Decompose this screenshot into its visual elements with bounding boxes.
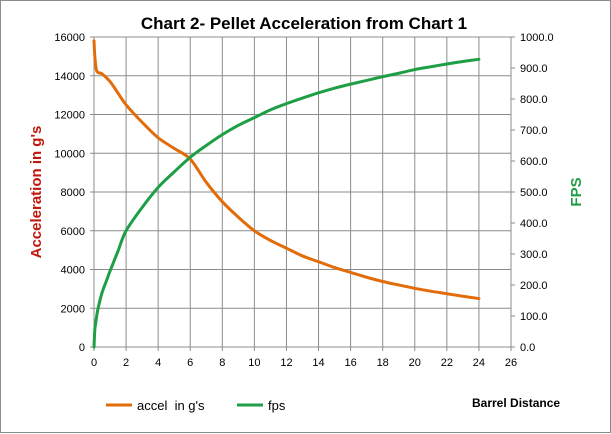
y-tick-label: 4000 (61, 265, 85, 277)
x-tick-label: 0 (91, 357, 97, 369)
y2-axis-title: FPS (568, 177, 585, 206)
x-tick-label: 14 (312, 357, 324, 369)
y2-axis-ticks: 0.0 100.0 200.0 300.0 400.0 500.0 600.0 700.0 80… (511, 32, 554, 354)
y2-tick-label: 600.0 (520, 156, 548, 168)
x-tick-label: 8 (219, 357, 225, 369)
series-line-fps (92, 57, 481, 349)
y-tick-label: 0 (79, 342, 85, 354)
x-tick-label: 4 (155, 357, 161, 369)
series-lines (92, 39, 481, 349)
x-tick-label: 6 (187, 357, 193, 369)
y2-tick-label: 300.0 (520, 249, 548, 261)
y-tick-label: 6000 (61, 226, 85, 238)
x-tick-label: 10 (248, 357, 260, 369)
y2-tick-label: 0.0 (520, 342, 535, 354)
x-tick-label: 20 (409, 357, 421, 369)
y2-tick-label: 700.0 (520, 125, 548, 137)
y2-tick-label: 500.0 (520, 187, 548, 199)
y-tick-label: 14000 (54, 71, 85, 83)
y-tick-label: 12000 (54, 110, 85, 122)
y-tick-label: 8000 (61, 187, 85, 199)
y2-tick-label: 400.0 (520, 218, 548, 230)
gridlines (93, 36, 512, 348)
y-tick-label: 10000 (54, 148, 85, 160)
x-tick-label: 18 (377, 357, 389, 369)
x-tick-label: 2 (123, 357, 129, 369)
x-tick-label: 22 (441, 357, 453, 369)
x-tick-label: 24 (473, 357, 485, 369)
x-tick-label: 16 (344, 357, 356, 369)
x-tick-label: 26 (505, 357, 517, 369)
y2-tick-label: 200.0 (520, 280, 548, 292)
y2-tick-label: 900.0 (520, 63, 548, 75)
series-line-accel (92, 39, 481, 301)
legend: accel in g's fps (106, 398, 286, 413)
y-axis-title: Acceleration in g's (28, 126, 45, 259)
y2-tick-label: 1000.0 (520, 32, 554, 44)
x-axis-title: Barrel Distance (472, 396, 560, 410)
y2-tick-label: 800.0 (520, 94, 548, 106)
y-axis-ticks: 0 2000 4000 6000 8000 10000 12000 14000 16000 (54, 32, 94, 354)
legend-label-accel: accel in g's (137, 398, 205, 413)
y-tick-label: 2000 (61, 303, 85, 315)
chart-title: Chart 2- Pellet Acceleration from Chart … (141, 14, 467, 33)
x-axis-ticks: 0 2 4 6 8 10 12 14 16 18 20 22 24 26 (91, 347, 517, 369)
y2-tick-label: 100.0 (520, 311, 548, 323)
legend-label-fps: fps (268, 398, 286, 413)
y-tick-label: 16000 (54, 32, 85, 44)
x-tick-label: 12 (280, 357, 292, 369)
